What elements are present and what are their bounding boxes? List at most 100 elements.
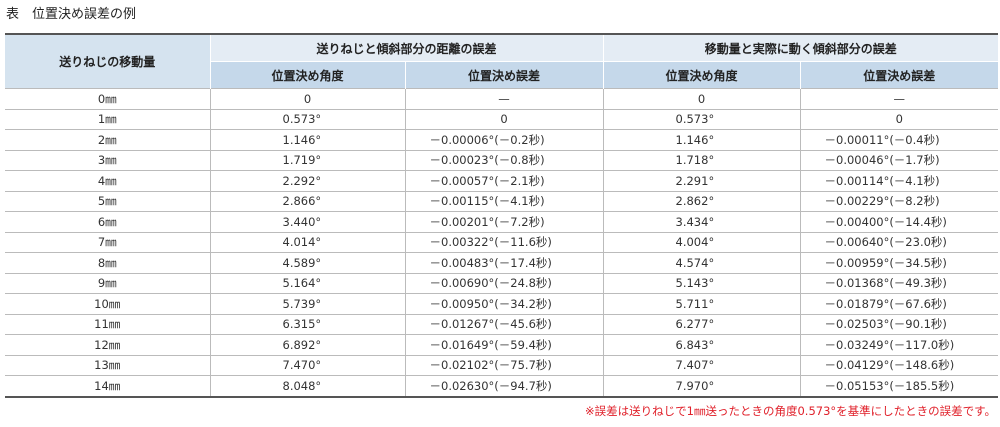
table-cell: 9㎜ xyxy=(5,272,210,294)
table-cell: －0.00322°(－11.6秒) xyxy=(404,231,604,253)
table-row: 3㎜ 1.719° －0.00023°(－0.8秒) 1.718° －0.00046°(… xyxy=(5,149,999,171)
table-cell: －0.05153°(－185.5秒) xyxy=(799,375,999,398)
table-cell: 2.291° xyxy=(602,170,801,191)
table-cell: 14㎜ xyxy=(5,375,210,398)
table-row: 14㎜ 8.048° －0.02630°(－94.7秒) 7.970° －0.05153… xyxy=(5,375,999,398)
table-cell: －0.00201°(－7.2秒) xyxy=(404,211,604,232)
table-cell: 0.573° xyxy=(209,108,405,130)
header-row: 位置決め角度 位置決め誤差 位置決め角度 位置決め誤差 xyxy=(5,61,999,89)
table-cell: 4.574° xyxy=(602,252,801,273)
table-cell: －0.00640°(－23.0秒) xyxy=(799,231,999,253)
column-header: 位置決め角度 xyxy=(209,61,405,89)
table-row: 1㎜ 0.573° 0 0.573° 0 xyxy=(5,108,999,130)
table-cell: 2.292° xyxy=(209,170,405,191)
table-cell: 3.440° xyxy=(209,211,405,232)
table-cell: 0㎜ xyxy=(5,88,210,109)
table-cell: 1.146° xyxy=(209,129,405,150)
table-cell: －0.00114°(－4.1秒) xyxy=(799,170,999,191)
table-cell: 6.892° xyxy=(209,334,405,355)
table-cell: 3㎜ xyxy=(5,149,210,171)
table-cell: 3.434° xyxy=(602,211,801,232)
table-row: 4㎜ 2.292° －0.00057°(－2.1秒) 2.291° －0.00114°(… xyxy=(5,170,999,191)
table-cell: 6.315° xyxy=(209,313,405,335)
table-cell: －0.00057°(－2.1秒) xyxy=(404,170,604,191)
table-cell: －0.01267°(－45.6秒) xyxy=(404,313,604,335)
table-cell: 11㎜ xyxy=(5,313,210,335)
table-cell: — xyxy=(404,88,604,109)
table-row: 12㎜ 6.892° －0.01649°(－59.4秒) 6.843° －0.03249… xyxy=(5,334,999,355)
table-row: 0㎜ 0—0— xyxy=(5,88,999,109)
table-cell: －0.01368°(－49.3秒) xyxy=(799,272,999,294)
table-cell: 7.407° xyxy=(602,354,801,376)
table-cell: 8㎜ xyxy=(5,252,210,273)
table-cell: 5.739° xyxy=(209,293,405,314)
table-cell: 5.164° xyxy=(209,272,405,294)
table-cell: 5.711° xyxy=(602,293,801,314)
table-row: 9㎜ 5.164° －0.00690°(－24.8秒) 5.143° －0.01368°… xyxy=(5,272,999,294)
table-cell: 5.143° xyxy=(602,272,801,294)
table-cell: 4.589° xyxy=(209,252,405,273)
table-cell: 0 xyxy=(209,88,405,109)
table-cell: 4.004° xyxy=(602,231,801,253)
table-cell: 7㎜ xyxy=(5,231,210,253)
table-cell: －0.02503°(－90.1秒) xyxy=(799,313,999,335)
table-cell: －0.01879°(－67.6秒) xyxy=(799,293,999,314)
table-cell: －0.00046°(－1.7秒) xyxy=(799,149,999,171)
column-header: 位置決め誤差 xyxy=(799,61,999,89)
group-header: 送りねじと傾斜部分の距離の誤差 xyxy=(209,33,604,62)
table-cell: 1.718° xyxy=(602,149,801,171)
table-cell: 1.719° xyxy=(209,149,405,171)
table-row: 10㎜ 5.739° －0.00950°(－34.2秒) 5.711° －0.01879… xyxy=(5,293,999,314)
column-header: 位置決め誤差 xyxy=(404,61,604,89)
table-cell: －0.00229°(－8.2秒) xyxy=(799,190,999,212)
table-cell: 13㎜ xyxy=(5,354,210,376)
table-cell: －0.00959°(－34.5秒) xyxy=(799,252,999,273)
table-cell: －0.03249°(－117.0秒) xyxy=(799,334,999,355)
error-table: 送りねじの移動量 送りねじと傾斜部分の距離の誤差 移動量と実際に動く傾斜部分の誤… xyxy=(5,33,999,398)
table-cell: 6.277° xyxy=(602,313,801,335)
table-cell: 2.862° xyxy=(602,190,801,212)
table-cell: －0.00011°(－0.4秒) xyxy=(799,129,999,150)
table-row: 5㎜ 2.866° －0.00115°(－4.1秒) 2.862° －0.00229°(… xyxy=(5,190,999,212)
table-cell: 5㎜ xyxy=(5,190,210,212)
table-row: 11㎜ 6.315° －0.01267°(－45.6秒) 6.277° －0.02503… xyxy=(5,313,999,335)
table-cell: 1.146° xyxy=(602,129,801,150)
table-row: 6㎜ 3.440° －0.00201°(－7.2秒) 3.434° －0.00400°(… xyxy=(5,211,999,232)
table-body: 0㎜ 0—0—1㎜ 0.573° 0 0.573° 0 2㎜ 1.146° －0.00006°(… xyxy=(5,88,999,398)
table-cell: 7.970° xyxy=(602,375,801,398)
table-header: 送りねじの移動量 送りねじと傾斜部分の距離の誤差 移動量と実際に動く傾斜部分の誤… xyxy=(5,33,999,89)
table-cell: 4㎜ xyxy=(5,170,210,191)
table-cell: －0.00690°(－24.8秒) xyxy=(404,272,604,294)
table-cell: 1㎜ xyxy=(5,108,210,130)
table-cell: －0.00483°(－17.4秒) xyxy=(404,252,604,273)
table-cell: 6.843° xyxy=(602,334,801,355)
table-row: 2㎜ 1.146° －0.00006°(－0.2秒) 1.146° －0.00011°(… xyxy=(5,129,999,150)
table-cell: －0.00006°(－0.2秒) xyxy=(404,129,604,150)
table-cell: 6㎜ xyxy=(5,211,210,232)
table-cell: 4.014° xyxy=(209,231,405,253)
table-cell: －0.00950°(－34.2秒) xyxy=(404,293,604,314)
table-cell: 2.866° xyxy=(209,190,405,212)
table-cell: －0.01649°(－59.4秒) xyxy=(404,334,604,355)
column-header: 位置決め角度 xyxy=(602,61,801,89)
table-cell: －0.02102°(－75.7秒) xyxy=(404,354,604,376)
group-header: 移動量と実際に動く傾斜部分の誤差 xyxy=(602,33,999,62)
table-row: 7㎜ 4.014° －0.00322°(－11.6秒) 4.004° －0.00640°… xyxy=(5,231,999,253)
table-cell: 8.048° xyxy=(209,375,405,398)
table-cell: 10㎜ xyxy=(5,293,210,314)
table-row: 8㎜ 4.589° －0.00483°(－17.4秒) 4.574° －0.00959°… xyxy=(5,252,999,273)
table-cell: 0 xyxy=(404,108,604,130)
header-cell: 送りねじの移動量 xyxy=(5,33,210,89)
footnote: ※誤差は送りねじで1㎜送ったときの角度0.573°を基準にしたときの誤差です。 xyxy=(585,404,996,418)
table-cell: －0.02630°(－94.7秒) xyxy=(404,375,604,398)
table-cell: －0.00115°(－4.1秒) xyxy=(404,190,604,212)
table-row: 13㎜ 7.470° －0.02102°(－75.7秒) 7.407° －0.04129… xyxy=(5,354,999,376)
table-cell: 0 xyxy=(602,88,801,109)
table-cell: 0 xyxy=(799,108,999,130)
table-title: 表 位置決め誤差の例 xyxy=(6,7,137,22)
table-cell: －0.00400°(－14.4秒) xyxy=(799,211,999,232)
table-cell: －0.00023°(－0.8秒) xyxy=(404,149,604,171)
table-cell: 7.470° xyxy=(209,354,405,376)
table-cell: — xyxy=(799,88,999,109)
